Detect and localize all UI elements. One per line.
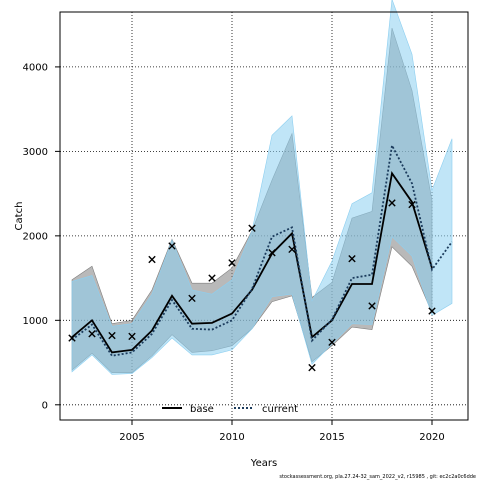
series-line-base <box>71 171 433 354</box>
observation-marker <box>428 307 436 315</box>
observation-marker <box>128 332 136 341</box>
marker-stroke <box>268 249 276 257</box>
marker-stroke <box>408 200 416 209</box>
marker-stroke <box>228 259 236 267</box>
marker-stroke <box>388 199 396 207</box>
observation-marker <box>68 334 76 342</box>
x-tick-label: 2015 <box>319 432 344 443</box>
marker-stroke <box>148 255 156 264</box>
observation-marker <box>308 363 316 372</box>
legend-base-label: base <box>190 404 214 415</box>
marker-stroke <box>128 332 136 341</box>
marker-stroke <box>368 302 376 310</box>
observation-marker <box>408 200 416 209</box>
y-tick-label: 2000 <box>23 231 48 242</box>
observation-marker <box>388 199 396 207</box>
observation-markers <box>68 199 436 372</box>
marker-stroke <box>348 254 356 263</box>
x-axis: 2005 2010 2015 2020 <box>119 420 445 443</box>
observation-marker <box>368 302 376 310</box>
x-tick-label: 2010 <box>219 432 244 443</box>
marker-stroke <box>428 307 436 315</box>
confidence-bands <box>71 0 453 375</box>
marker-stroke <box>328 338 336 346</box>
marker-stroke <box>248 224 256 232</box>
confidence-band-current <box>71 0 453 375</box>
observation-marker <box>168 242 176 250</box>
legend-current-label: current <box>262 404 298 415</box>
plot-frame <box>59 11 469 421</box>
footer-text: stockassessment.org, pla.27.24-32_sam_20… <box>279 474 476 480</box>
x-axis-title: Years <box>250 458 277 469</box>
series-line-current <box>71 142 453 357</box>
marker-stroke <box>208 274 216 282</box>
legend: base current <box>162 404 298 415</box>
y-tick-label: 0 <box>42 400 48 411</box>
y-tick-label: 3000 <box>23 147 48 158</box>
x-tick-label: 2020 <box>419 432 444 443</box>
x-tick-label: 2005 <box>119 432 144 443</box>
marker-stroke <box>108 331 116 340</box>
observation-marker <box>268 249 276 257</box>
marker-stroke <box>288 245 296 254</box>
marker-stroke <box>308 363 316 372</box>
observation-marker <box>148 255 156 264</box>
observation-marker <box>108 331 116 340</box>
observation-marker <box>208 274 216 282</box>
series-lines <box>71 142 453 357</box>
marker-stroke <box>88 330 96 338</box>
marker-stroke <box>68 334 76 342</box>
observation-marker <box>88 330 96 338</box>
y-tick-label: 4000 <box>23 62 48 73</box>
marker-stroke <box>188 294 196 303</box>
observation-marker <box>188 294 196 303</box>
observation-marker <box>328 338 336 346</box>
observation-marker <box>248 224 256 232</box>
observation-marker <box>228 259 236 267</box>
observation-marker <box>288 245 296 254</box>
observation-marker <box>348 254 356 263</box>
y-axis-title: Catch <box>14 202 25 231</box>
y-tick-label: 1000 <box>23 316 48 327</box>
y-axis: 0 1000 2000 3000 4000 <box>23 62 60 411</box>
marker-stroke <box>168 242 176 250</box>
